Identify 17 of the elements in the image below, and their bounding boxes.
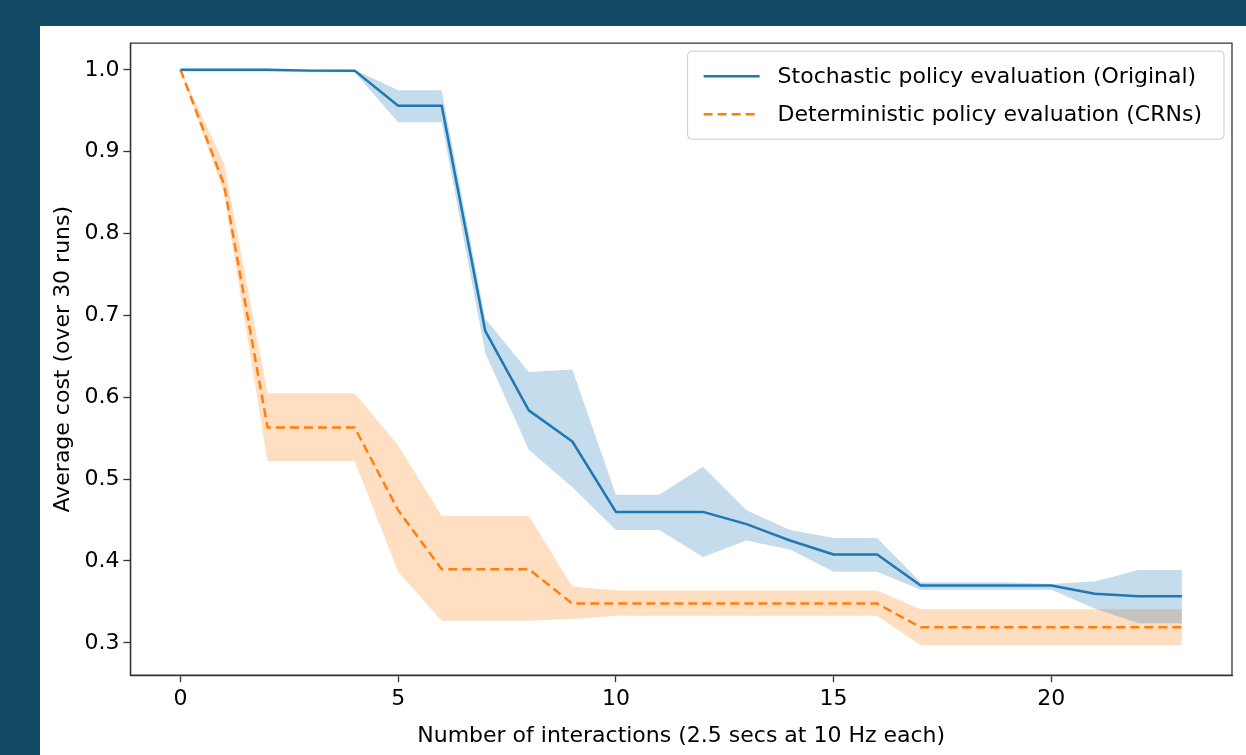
y-tick-label: 0.8 <box>84 219 120 245</box>
x-tick-label: 20 <box>1037 685 1066 711</box>
y-tick-label: 0.5 <box>84 464 120 490</box>
y-tick-label: 0.9 <box>84 137 120 163</box>
y-tick-label: 0.6 <box>84 382 120 408</box>
legend-label: Stochastic policy evaluation (Original) <box>777 62 1197 88</box>
x-tick-label: 5 <box>391 685 406 711</box>
x-tick-label: 15 <box>819 685 848 711</box>
x-axis-title: Number of interactions (2.5 secs at 10 Hz each) <box>417 721 946 747</box>
y-tick-label: 0.4 <box>84 546 120 572</box>
y-axis-title: Average cost (over 30 runs) <box>48 205 74 513</box>
x-tick-label: 10 <box>601 685 630 711</box>
x-tick-label: 0 <box>173 685 188 711</box>
legend-label: Deterministic policy evaluation (CRNs) <box>777 100 1203 126</box>
y-tick-label: 0.3 <box>84 628 120 654</box>
y-tick-label: 0.7 <box>84 301 120 327</box>
y-tick-label: 1.0 <box>84 55 120 81</box>
